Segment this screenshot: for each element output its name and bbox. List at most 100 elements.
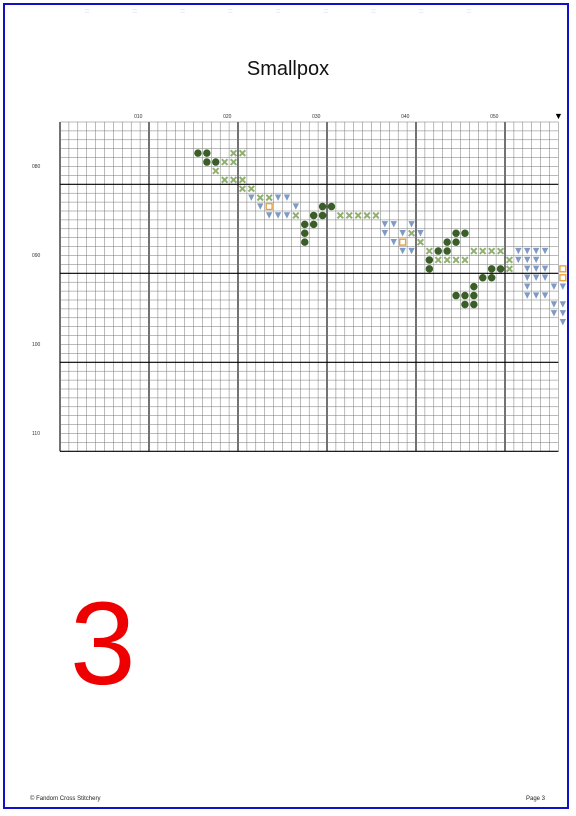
stitch-light-green bbox=[247, 185, 255, 193]
column-label: 040 bbox=[401, 114, 410, 120]
stitch-light-green bbox=[221, 176, 229, 184]
footer-copyright: © Fandom Cross Stitchery bbox=[30, 796, 101, 802]
stitch-light-green bbox=[363, 211, 371, 220]
page-title: Smallpox bbox=[246, 58, 330, 80]
stitch-dark-green bbox=[470, 300, 478, 309]
stitch-blue bbox=[532, 292, 540, 299]
stitch-orange bbox=[559, 274, 567, 282]
page-number: 3 bbox=[70, 578, 136, 710]
stitch-dark-green bbox=[487, 274, 496, 282]
stitch-blue bbox=[524, 247, 531, 255]
stitch-dark-green bbox=[470, 291, 478, 300]
stitch-light-green bbox=[470, 247, 478, 255]
stitch-blue bbox=[408, 221, 415, 228]
stitch-blue bbox=[417, 230, 424, 237]
footer-page-label: Page 3 bbox=[526, 796, 546, 802]
stitch-blue bbox=[559, 283, 567, 290]
stitch-blue bbox=[524, 274, 531, 281]
stitch-dark-green bbox=[309, 211, 318, 220]
stitch-dark-green bbox=[318, 202, 327, 211]
stitch-light-green bbox=[452, 256, 460, 264]
stitch-blue bbox=[524, 265, 531, 273]
stitch-light-green bbox=[354, 211, 362, 220]
stitch-blue bbox=[381, 221, 389, 228]
stitch-light-green bbox=[434, 256, 442, 264]
stitch-blue bbox=[559, 319, 567, 326]
stitch-dark-green bbox=[203, 149, 211, 157]
stitch-blue bbox=[532, 247, 540, 255]
stitch-light-green bbox=[292, 211, 300, 220]
stitch-light-green bbox=[265, 194, 273, 202]
stitch-dark-green bbox=[479, 274, 487, 282]
stitch-orange bbox=[399, 238, 407, 246]
stitch-blue bbox=[524, 283, 531, 290]
stitch-light-green bbox=[505, 265, 514, 273]
stitch-dark-green bbox=[452, 291, 460, 300]
stitch-blue bbox=[283, 194, 291, 201]
stitch-blue bbox=[550, 310, 558, 317]
stitch-dark-green bbox=[461, 229, 469, 237]
stitch-dark-green bbox=[487, 265, 496, 273]
stitch-light-green bbox=[488, 247, 496, 255]
stitch-blue bbox=[541, 274, 549, 281]
stitch-dark-green bbox=[425, 265, 434, 273]
row-label: 110 bbox=[32, 430, 40, 437]
stitch-dark-green bbox=[443, 247, 451, 255]
stitch-light-green bbox=[256, 194, 264, 202]
stitch-dark-green bbox=[452, 238, 460, 246]
row-label: 080 bbox=[32, 163, 41, 170]
stitch-dark-green bbox=[461, 300, 469, 309]
stitch-light-green bbox=[336, 211, 344, 220]
stitch-dark-green bbox=[434, 247, 442, 255]
column-label: 020 bbox=[223, 114, 232, 120]
stitch-blue bbox=[381, 230, 389, 237]
stitch-light-green bbox=[345, 211, 353, 220]
stitch-blue bbox=[532, 274, 540, 281]
stitch-dark-green bbox=[301, 238, 309, 246]
stitch-dark-green bbox=[461, 291, 469, 300]
stitch-orange bbox=[265, 202, 273, 211]
stitch-light-green bbox=[372, 211, 380, 220]
stitch-dark-green bbox=[470, 282, 478, 291]
stitch-dark-green bbox=[327, 202, 336, 211]
stitch-light-green bbox=[443, 256, 451, 264]
stitch-blue bbox=[257, 203, 264, 210]
stitch-light-green bbox=[221, 158, 229, 166]
stitch-blue bbox=[559, 310, 567, 317]
column-label: 050 bbox=[490, 114, 499, 120]
stitch-blue bbox=[274, 194, 282, 201]
stitch-dark-green bbox=[301, 229, 309, 237]
stitch-blue bbox=[248, 194, 255, 201]
stitch-dark-green bbox=[309, 220, 318, 229]
stitch-orange bbox=[559, 265, 567, 273]
stitch-dark-green bbox=[443, 238, 451, 246]
stitch-blue bbox=[399, 247, 406, 255]
stitch-blue bbox=[541, 265, 549, 273]
stitch-blue bbox=[541, 292, 549, 299]
stitch-dark-green bbox=[496, 265, 505, 273]
stitch-light-green bbox=[496, 247, 505, 255]
stitch-light-green bbox=[505, 256, 514, 264]
stitch-blue bbox=[274, 212, 282, 219]
stitch-dark-green bbox=[318, 211, 327, 220]
stitch-blue bbox=[408, 247, 415, 255]
page-frame bbox=[3, 3, 569, 809]
stitch-blue bbox=[283, 212, 291, 219]
stitch-light-green bbox=[238, 185, 247, 193]
stitch-blue bbox=[532, 265, 540, 273]
stitch-blue bbox=[541, 247, 549, 255]
center-marker-arrow-icon: ▼ bbox=[554, 111, 563, 121]
stitch-blue bbox=[532, 256, 540, 264]
stitch-light-green bbox=[229, 149, 238, 157]
stitch-dark-green bbox=[194, 149, 202, 157]
stitch-light-green bbox=[407, 229, 416, 237]
column-label: 010 bbox=[134, 114, 143, 120]
stitch-blue bbox=[550, 283, 558, 290]
stitch-blue bbox=[390, 238, 397, 246]
stitch-light-green bbox=[479, 247, 487, 255]
stitch-blue bbox=[524, 256, 531, 264]
stitch-light-green bbox=[238, 176, 247, 184]
stitch-blue bbox=[515, 256, 522, 264]
stitch-blue bbox=[265, 212, 273, 219]
